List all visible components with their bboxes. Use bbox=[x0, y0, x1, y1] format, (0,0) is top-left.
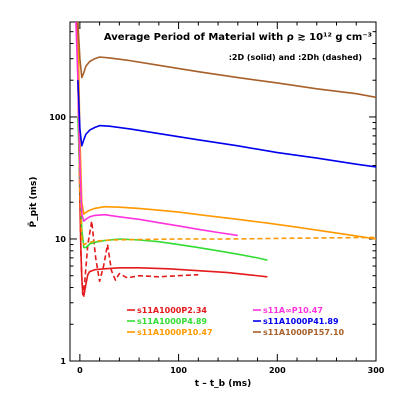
series-line bbox=[77, 99, 199, 296]
series-line bbox=[77, 22, 376, 240]
series-line bbox=[77, 80, 376, 168]
x-tick-label: 200 bbox=[269, 366, 286, 375]
axis-ticks: 0 100 200 300 1 10 100 bbox=[49, 21, 385, 375]
legend-entry: s11A1000P157.10 bbox=[263, 328, 345, 337]
x-tick-label: 0 bbox=[77, 366, 83, 375]
legend: s11A1000P2.34 s11A1000P4.89 s11A1000P10.47… bbox=[127, 306, 345, 337]
x-tick-label: 300 bbox=[368, 366, 385, 375]
series-line bbox=[76, 22, 268, 297]
legend-entry: s11A1000P41.89 bbox=[263, 317, 339, 326]
y-axis-label: P̄_pit (ms) bbox=[27, 176, 39, 227]
chart-subtitle: :2D (solid) and :2Dh (dashed) bbox=[229, 53, 362, 62]
chart-title: Average Period of Material with ρ ≳ 10¹²… bbox=[104, 32, 372, 43]
legend-entry: s11A1000P4.89 bbox=[137, 317, 207, 326]
legend-entry: s11A1000P2.34 bbox=[137, 306, 207, 315]
series-line bbox=[77, 107, 376, 246]
y-tick-label: 100 bbox=[49, 113, 66, 122]
series-line bbox=[75, 22, 238, 237]
plot-frame bbox=[69, 21, 377, 362]
series-line bbox=[77, 116, 268, 261]
series-lines bbox=[75, 22, 376, 297]
x-tick-label: 100 bbox=[170, 366, 187, 375]
series-line bbox=[77, 22, 376, 99]
legend-entry: s11A1000P10.47 bbox=[137, 328, 213, 337]
y-tick-label: 1 bbox=[60, 357, 66, 366]
y-tick-label: 10 bbox=[55, 235, 67, 244]
x-axis-label: t – t_b (ms) bbox=[195, 379, 251, 389]
legend-entry: s11A∞P10.47 bbox=[263, 306, 323, 315]
